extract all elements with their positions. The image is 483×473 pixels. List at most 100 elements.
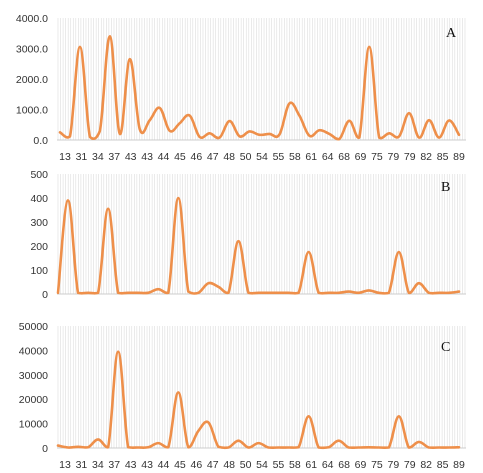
- x-tick-label: 13: [59, 459, 71, 471]
- data-point: [67, 446, 69, 448]
- x-tick-label: 75: [371, 151, 383, 163]
- data-point: [438, 136, 440, 138]
- data-point: [177, 391, 179, 393]
- data-point: [368, 46, 370, 48]
- data-point: [257, 442, 259, 444]
- x-tick-label: 54: [256, 151, 268, 163]
- data-point: [318, 129, 320, 131]
- data-point: [408, 292, 410, 294]
- x-tick-label: 55: [273, 459, 285, 471]
- data-point: [247, 446, 249, 448]
- x-tick-label: 68: [338, 151, 350, 163]
- x-tick-label: 79: [387, 151, 399, 163]
- data-point: [159, 107, 161, 109]
- x-tick-label: 82: [420, 459, 432, 471]
- data-point: [157, 288, 159, 290]
- x-tick-label: 69: [355, 459, 367, 471]
- data-point: [139, 128, 141, 130]
- x-tick-label: 69: [355, 151, 367, 163]
- data-point: [97, 438, 99, 440]
- panel-label: C: [441, 340, 450, 355]
- data-point: [368, 446, 370, 448]
- data-point: [228, 120, 230, 122]
- data-point: [438, 446, 440, 448]
- data-point: [378, 292, 380, 294]
- data-point: [257, 292, 259, 294]
- data-point: [348, 446, 350, 448]
- x-tick-label: 46: [190, 459, 202, 471]
- data-point: [307, 415, 309, 417]
- data-point: [238, 135, 240, 137]
- data-point: [378, 446, 380, 448]
- x-tick-label: 85: [437, 459, 449, 471]
- data-point: [388, 132, 390, 134]
- y-tick-label: 2000.0: [16, 74, 48, 86]
- data-point: [308, 135, 310, 137]
- data-point: [107, 446, 109, 448]
- data-point: [169, 130, 171, 132]
- x-tick-label: 58: [289, 151, 301, 163]
- data-point: [127, 292, 129, 294]
- data-point: [109, 35, 111, 37]
- data-point: [77, 446, 79, 448]
- x-tick-label: 85: [437, 151, 449, 163]
- data-point: [267, 446, 269, 448]
- data-point: [338, 138, 340, 140]
- data-point: [258, 134, 260, 136]
- data-point: [297, 292, 299, 294]
- data-point: [77, 292, 79, 294]
- data-point: [418, 136, 420, 138]
- x-tick-label: 61: [305, 459, 317, 471]
- x-tick-label: 37: [108, 459, 120, 471]
- x-tick-label: 79: [404, 459, 416, 471]
- x-tick-label: 31: [76, 459, 88, 471]
- data-point: [57, 444, 59, 446]
- data-point: [358, 292, 360, 294]
- x-tick-label: 54: [256, 459, 268, 471]
- x-tick-label: 64: [322, 151, 334, 163]
- data-point: [187, 446, 189, 448]
- data-point: [327, 446, 329, 448]
- data-point: [408, 446, 410, 448]
- data-point: [428, 446, 430, 448]
- y-tick-label: 400: [30, 193, 48, 205]
- data-point: [157, 442, 159, 444]
- data-point: [298, 114, 300, 116]
- x-tick-label: 43: [125, 459, 137, 471]
- x-tick-label: 55: [273, 151, 285, 163]
- series-line: [58, 34, 461, 141]
- series-line: [56, 350, 461, 450]
- y-tick-label: 3000.0: [16, 44, 48, 56]
- data-point: [327, 292, 329, 294]
- y-tick-label: 100: [30, 265, 48, 277]
- y-tick-label: 10000: [19, 419, 48, 431]
- y-tick-label: 40000: [19, 345, 48, 357]
- x-tick-label: 75: [371, 459, 383, 471]
- data-point: [89, 136, 91, 138]
- data-point: [237, 240, 239, 242]
- data-point: [137, 446, 139, 448]
- data-point: [207, 282, 209, 284]
- x-tick-label: 43: [125, 151, 137, 163]
- data-point: [227, 446, 229, 448]
- data-point: [267, 292, 269, 294]
- x-tick-label: 64: [322, 459, 334, 471]
- x-tick-label: 68: [338, 459, 350, 471]
- data-point: [179, 122, 181, 124]
- x-tick-label: 43: [141, 151, 153, 163]
- y-tick-label: 20000: [19, 394, 48, 406]
- x-tick-label: 46: [190, 151, 202, 163]
- data-point: [117, 350, 119, 352]
- x-tick-label: 44: [158, 151, 170, 163]
- data-point: [438, 292, 440, 294]
- data-point: [248, 130, 250, 132]
- data-point: [287, 292, 289, 294]
- chart-panel-a: 0.0 1000.0 2000.0 3000.0 4000.0 13 31 34 37 43 43 4…: [16, 13, 466, 163]
- data-point: [177, 197, 179, 199]
- data-point: [338, 292, 340, 294]
- data-point: [408, 112, 410, 114]
- data-point: [129, 58, 131, 60]
- data-point: [378, 136, 380, 138]
- data-point: [398, 251, 400, 253]
- data-point: [428, 119, 430, 121]
